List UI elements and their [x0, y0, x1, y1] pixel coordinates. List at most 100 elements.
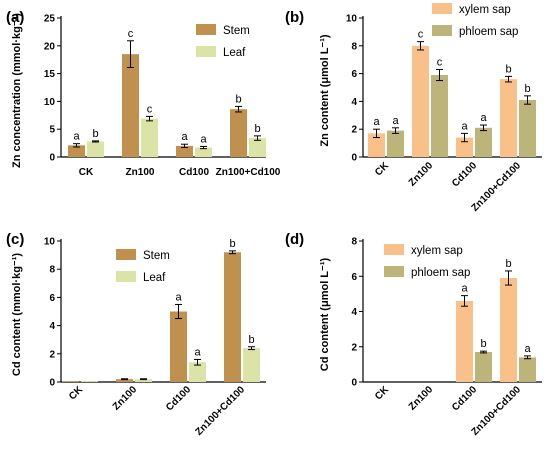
significance-letter: b: [505, 258, 511, 270]
significance-letter: b: [254, 123, 260, 135]
y-axis-title: Zn content (μmol L⁻¹): [319, 34, 331, 146]
y-tick-label: 0: [351, 378, 357, 389]
significance-letter: a: [461, 283, 468, 295]
y-tick-label: 4: [351, 97, 357, 108]
bar: [62, 381, 79, 382]
category-label: Cd100: [164, 384, 193, 413]
bar: [431, 74, 448, 157]
bar: [475, 352, 492, 382]
bar: [176, 145, 193, 157]
y-tick-label: 2: [351, 125, 357, 136]
panel-c: (c) 0 2 4 6 8 10 Cd content (mmol·kg⁻¹) a b a b CK Zn…: [6, 231, 266, 438]
legend-label: xylem sap: [411, 245, 463, 257]
bar: [68, 145, 85, 157]
panel-label: (b): [285, 9, 304, 26]
category-label: Zn100: [407, 160, 436, 189]
bar: [456, 137, 473, 157]
bar: [81, 381, 98, 382]
bar: [519, 100, 536, 157]
bar: [412, 45, 429, 157]
y-tick-label: 10: [44, 97, 56, 108]
y-tick-label: 8: [351, 41, 357, 52]
y-tick-label: 0: [49, 153, 55, 164]
significance-letter: c: [418, 29, 424, 41]
category-label: Cd100: [450, 384, 479, 413]
legend-swatch: [196, 46, 216, 57]
category-label: CK: [373, 160, 392, 179]
y-tick-label: 15: [44, 69, 56, 80]
legend-label: phloem sap: [459, 26, 518, 38]
bar: [116, 379, 133, 382]
bar: [249, 138, 266, 157]
significance-letter: c: [437, 56, 443, 68]
significance-letter: c: [128, 28, 134, 40]
significance-letter: a: [194, 346, 201, 358]
bar: [189, 362, 206, 382]
panel-b: (b) 0 2 4 6 8 10 Zn content (μmol L⁻¹) a c a b a c a b C…: [285, 3, 542, 214]
bar: [243, 348, 260, 382]
panel-label: (a): [6, 9, 24, 26]
significance-letter: a: [480, 112, 487, 124]
y-tick-label: 2: [49, 349, 55, 360]
y-tick-label: 6: [351, 272, 357, 283]
bar: [500, 278, 517, 382]
significance-letter: a: [524, 343, 531, 355]
panel-label: (c): [6, 231, 24, 248]
y-tick-label: 8: [351, 237, 357, 248]
bar: [135, 379, 152, 382]
significance-letter: b: [248, 334, 254, 346]
bar: [456, 300, 473, 382]
y-tick-label: 2: [351, 342, 357, 353]
category-label: Zn100: [111, 384, 140, 413]
y-tick-label: 6: [351, 69, 357, 80]
category-label: Cd100: [179, 167, 209, 178]
category-label: CK: [79, 167, 94, 178]
legend-swatch: [116, 271, 136, 282]
legend-label: Leaf: [223, 47, 246, 59]
significance-letter: b: [505, 63, 511, 75]
bar: [519, 357, 536, 382]
y-tick-label: 0: [351, 153, 357, 164]
y-tick-label: 5: [49, 125, 55, 136]
y-tick-label: 0: [49, 378, 55, 389]
category-label: Zn100+Cd100: [216, 167, 281, 178]
significance-letter: b: [524, 83, 530, 95]
legend-swatch: [432, 25, 452, 36]
y-tick-label: 4: [351, 307, 357, 318]
y-tick-label: 20: [44, 41, 56, 52]
y-tick-label: 25: [44, 14, 56, 25]
y-tick-label: 10: [44, 237, 56, 248]
y-tick-label: 6: [49, 293, 55, 304]
bar: [195, 147, 212, 157]
bar: [500, 79, 517, 157]
category-label: Zn100+Cd100: [194, 384, 248, 438]
bar: [87, 141, 104, 157]
legend-label: Leaf: [143, 272, 166, 284]
significance-letter: a: [175, 291, 182, 303]
significance-letter: a: [373, 116, 380, 128]
legend-swatch: [196, 24, 216, 35]
bar: [170, 311, 187, 382]
y-axis-title: Cd content (μmol L⁻¹): [319, 257, 331, 371]
category-label: Zn100: [126, 167, 155, 178]
bar: [230, 109, 247, 157]
legend-swatch: [384, 244, 404, 255]
legend-swatch: [432, 3, 452, 14]
panel-a: (a) 0 5 10 15 20 25 Zn concentration (mmol·kg⁻¹…: [6, 9, 281, 178]
y-axis-title: Cd content (mmol·kg⁻¹): [11, 253, 23, 376]
category-label: Zn100: [407, 384, 436, 413]
bar: [475, 127, 492, 157]
legend-label: Stem: [143, 250, 170, 262]
y-tick-label: 4: [49, 321, 55, 332]
significance-letter: a: [200, 133, 207, 145]
panel-label: (d): [285, 231, 304, 248]
legend-swatch: [384, 266, 404, 277]
significance-letter: a: [73, 131, 80, 143]
y-tick-label: 8: [49, 265, 55, 276]
category-label: CK: [373, 384, 392, 403]
legend-label: Stem: [223, 25, 250, 37]
bar: [224, 252, 241, 382]
significance-letter: b: [229, 238, 235, 250]
bar: [122, 54, 139, 157]
